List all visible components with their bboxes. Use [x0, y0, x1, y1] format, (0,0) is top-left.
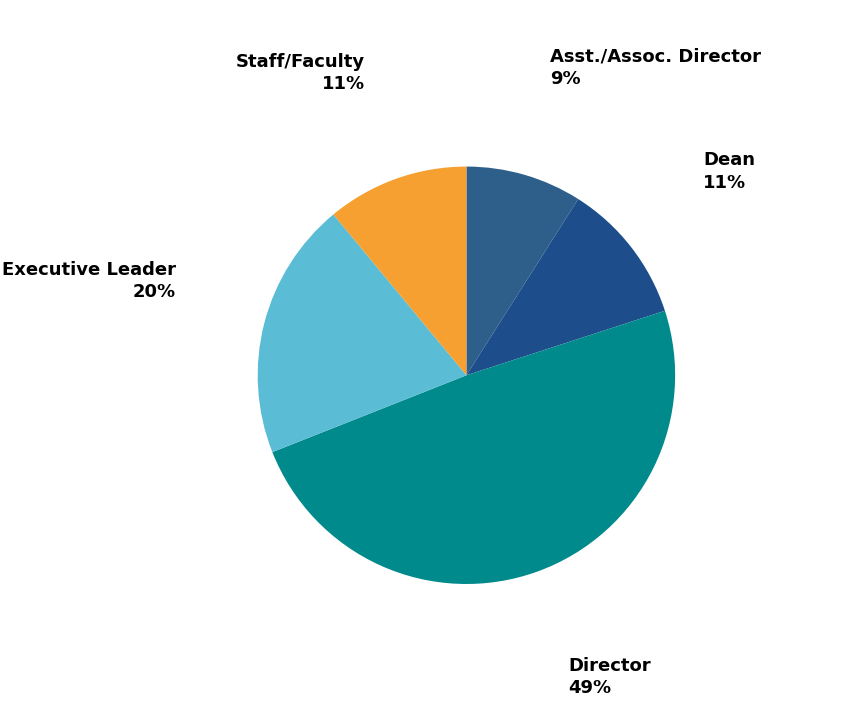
Wedge shape: [257, 214, 466, 452]
Text: Staff/Faculty
11%: Staff/Faculty 11%: [236, 53, 365, 94]
Wedge shape: [466, 166, 578, 375]
Wedge shape: [334, 166, 466, 375]
Text: Dean
11%: Dean 11%: [703, 152, 755, 192]
Text: Director
49%: Director 49%: [568, 657, 650, 698]
Wedge shape: [272, 311, 675, 584]
Text: Asst./Assoc. Director
9%: Asst./Assoc. Director 9%: [550, 47, 761, 88]
Text: Executive Leader
20%: Executive Leader 20%: [3, 261, 176, 301]
Wedge shape: [466, 199, 665, 375]
